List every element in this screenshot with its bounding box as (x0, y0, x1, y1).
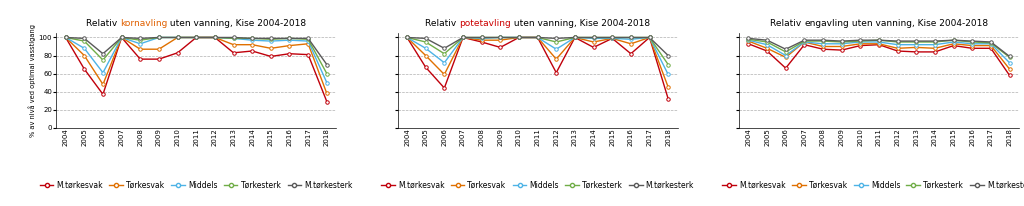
Legend: M.tørkesvak, Tørkesvak, Middels, Tørkesterk, M.tørkesterk: M.tørkesvak, Tørkesvak, Middels, Tørkest… (723, 181, 1024, 190)
Text: Relativ: Relativ (425, 19, 459, 28)
Legend: M.tørkesvak, Tørkesvak, Middels, Tørkesterk, M.tørkesterk: M.tørkesvak, Tørkesvak, Middels, Tørkest… (40, 181, 352, 190)
Text: uten vanning, Kise 2004-2018: uten vanning, Kise 2004-2018 (167, 19, 306, 28)
Text: uten vanning, Kise 2004-2018: uten vanning, Kise 2004-2018 (511, 19, 650, 28)
Y-axis label: % av nivå ved optimal vasstigang: % av nivå ved optimal vasstigang (29, 24, 36, 137)
Text: potetavling: potetavling (459, 19, 511, 28)
Text: kornavling: kornavling (120, 19, 167, 28)
Text: Relativ: Relativ (770, 19, 804, 28)
Text: Relativ: Relativ (86, 19, 120, 28)
Legend: M.tørkesvak, Tørkesvak, Middels, Tørkesterk, M.tørkesterk: M.tørkesvak, Tørkesvak, Middels, Tørkest… (381, 181, 694, 190)
Text: uten vanning, Kise 2004-2018: uten vanning, Kise 2004-2018 (849, 19, 988, 28)
Text: engavling: engavling (804, 19, 849, 28)
